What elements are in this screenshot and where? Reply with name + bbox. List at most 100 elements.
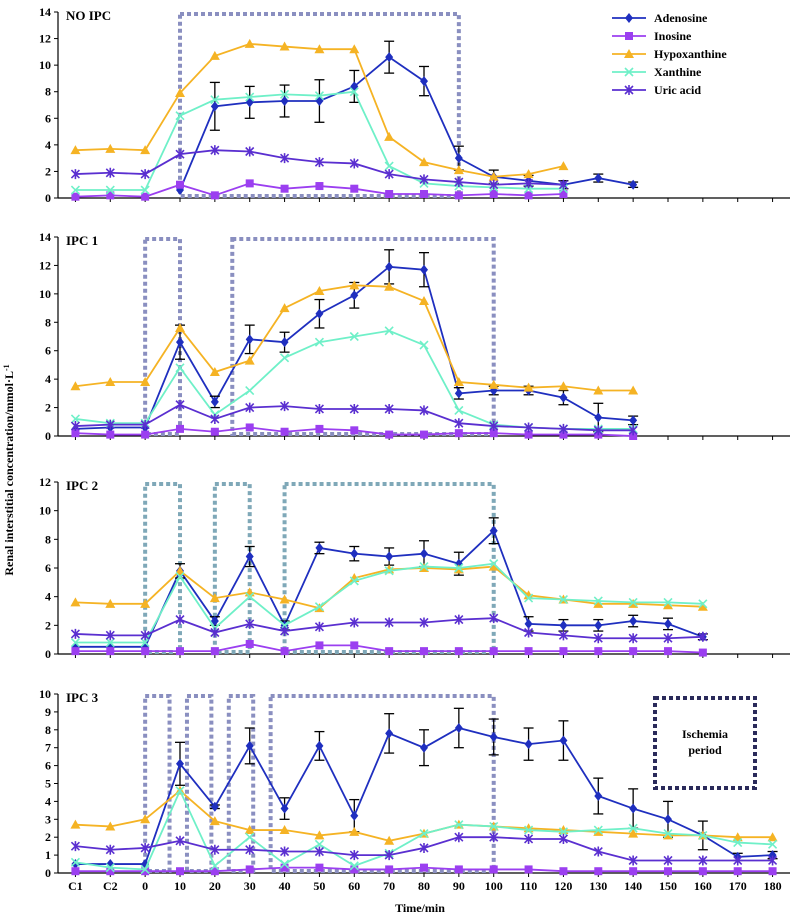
- data-point: [314, 91, 324, 101]
- x-tick-label: C1: [68, 879, 83, 893]
- data-point: [176, 647, 184, 656]
- data-point: [385, 647, 394, 656]
- y-tick-label: 14: [39, 5, 51, 19]
- data-point: [350, 641, 359, 650]
- data-point: [209, 816, 220, 826]
- data-point: [176, 337, 184, 348]
- data-point: [175, 363, 185, 373]
- data-point: [524, 178, 534, 189]
- data-point: [559, 430, 568, 439]
- data-point: [593, 425, 603, 436]
- data-point: [419, 174, 429, 185]
- data-point: [629, 647, 638, 656]
- data-point: [349, 576, 359, 586]
- y-tick-label: 0: [45, 191, 51, 205]
- data-point: [315, 182, 324, 191]
- x-tick-label: 170: [729, 879, 747, 893]
- data-point: [349, 331, 359, 342]
- y-tick-label: 4: [45, 590, 51, 604]
- x-tick-label: C2: [103, 879, 118, 893]
- y-tick-label: 2: [45, 830, 51, 844]
- data-point: [71, 859, 80, 870]
- data-point: [350, 426, 359, 435]
- data-point: [629, 179, 638, 190]
- data-point: [210, 427, 219, 436]
- data-point: [70, 857, 80, 867]
- data-point: [175, 786, 185, 796]
- data-point: [384, 131, 395, 141]
- legend-item: Uric acid: [612, 83, 701, 97]
- data-point: [524, 422, 534, 433]
- data-point: [350, 184, 359, 193]
- y-tick-label: 8: [45, 532, 51, 546]
- data-point: [489, 429, 498, 438]
- data-point: [210, 647, 219, 656]
- data-point: [489, 865, 498, 874]
- y-tick-label: 1: [45, 848, 51, 862]
- data-point: [385, 551, 394, 562]
- legend-marker: [625, 13, 633, 23]
- data-point: [594, 647, 603, 656]
- data-point: [628, 597, 638, 607]
- data-point: [559, 867, 568, 876]
- data-point: [70, 145, 81, 155]
- data-point: [245, 740, 254, 751]
- panel-title: NO IPC: [66, 8, 111, 23]
- data-point: [768, 867, 777, 876]
- data-point: [697, 601, 708, 611]
- data-point: [314, 337, 324, 347]
- ischemia-box: [143, 237, 182, 436]
- x-tick-label: 20: [209, 879, 221, 893]
- data-point: [245, 551, 254, 562]
- ischemia-annotation: Ischemia period: [653, 696, 757, 790]
- data-point: [559, 190, 568, 199]
- data-point: [524, 865, 533, 874]
- data-point: [453, 376, 464, 386]
- data-point: [385, 430, 394, 439]
- series-inosine: [71, 863, 777, 876]
- data-point: [594, 867, 603, 876]
- data-point: [593, 633, 603, 644]
- data-point: [454, 191, 463, 200]
- y-tick-label: 8: [45, 85, 51, 99]
- data-point: [594, 620, 603, 631]
- data-point: [698, 599, 708, 609]
- data-point: [105, 167, 115, 178]
- data-point: [175, 835, 185, 846]
- data-point: [175, 572, 185, 582]
- data-point: [384, 850, 394, 861]
- data-point: [245, 402, 255, 413]
- y-tick-label: 10: [39, 287, 51, 301]
- data-point: [70, 421, 80, 432]
- data-point: [314, 621, 324, 632]
- series-uric-acid: [70, 832, 778, 866]
- data-point: [140, 185, 150, 195]
- data-point: [280, 353, 290, 363]
- data-point: [663, 829, 673, 839]
- panel-4: 0 1 2 3 4 5 6 7 8 9 10 C1 C2 0 10 20 30 40 50 60 70 80 90 100 11…: [39, 687, 790, 893]
- data-point: [349, 850, 359, 861]
- data-point: [175, 565, 185, 575]
- y-tick-label: 12: [39, 32, 51, 46]
- data-point: [280, 89, 290, 99]
- data-point: [210, 867, 219, 876]
- data-point: [629, 616, 638, 627]
- data-point: [349, 861, 359, 871]
- data-point: [489, 832, 499, 843]
- data-point: [245, 179, 254, 188]
- data-point: [210, 101, 219, 112]
- data-point: [628, 425, 638, 436]
- data-point: [209, 367, 220, 377]
- data-point: [384, 161, 394, 171]
- data-point: [698, 648, 707, 657]
- data-point: [489, 731, 498, 742]
- x-tick-label: 110: [520, 879, 537, 893]
- series-xanthine: [70, 559, 708, 648]
- data-point: [140, 637, 150, 648]
- data-point: [175, 399, 185, 410]
- data-point: [489, 559, 499, 569]
- data-point: [419, 340, 429, 350]
- x-tick-label: 150: [659, 879, 677, 893]
- data-point: [454, 429, 463, 438]
- data-point: [594, 412, 603, 423]
